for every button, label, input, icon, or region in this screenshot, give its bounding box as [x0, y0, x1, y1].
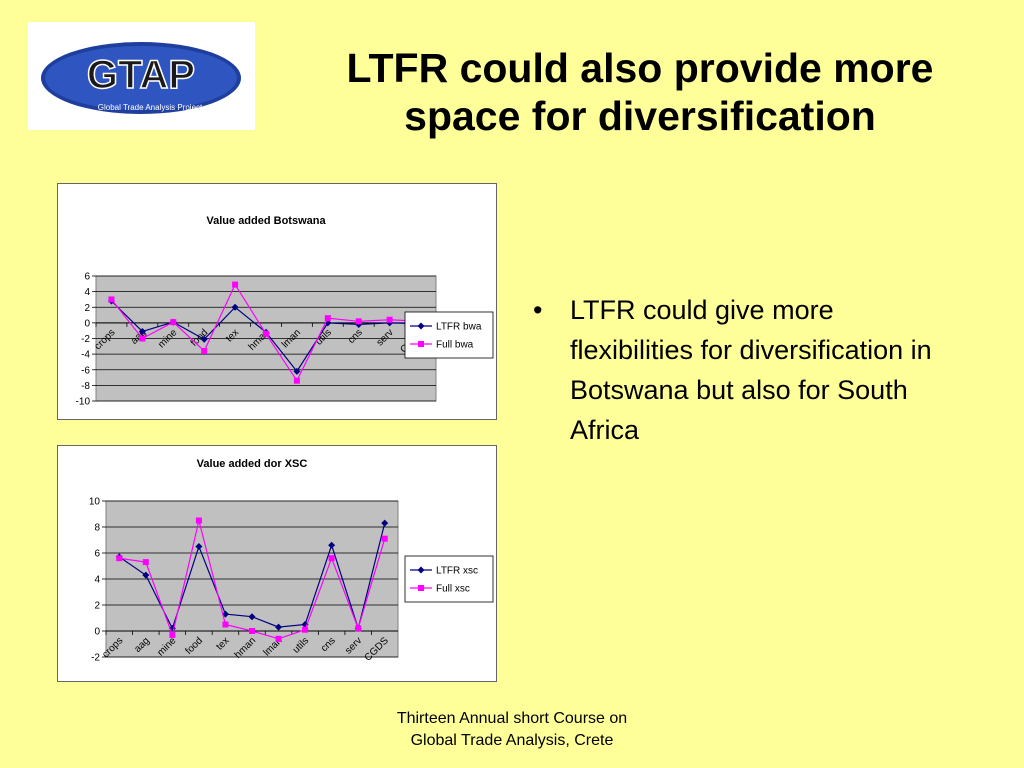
data-point	[231, 303, 239, 311]
data-point	[355, 318, 362, 325]
y-tick-label: 4	[94, 575, 100, 586]
chart-title: Value added Botswana	[206, 215, 326, 227]
data-point	[108, 296, 115, 303]
bullet-dot-icon: •	[533, 295, 543, 325]
data-point	[139, 335, 146, 342]
data-point	[275, 635, 282, 642]
data-point	[200, 335, 208, 343]
y-tick-label: -2	[81, 334, 90, 345]
y-tick-label: -10	[76, 397, 91, 408]
y-tick-label: 0	[84, 318, 90, 329]
data-point	[195, 543, 203, 550]
data-point	[169, 631, 176, 638]
footer-line2: Global Trade Analysis, Crete	[410, 732, 614, 749]
data-point	[293, 367, 301, 375]
bullet-text: LTFR could give more flexibilities for d…	[570, 295, 932, 445]
data-point	[142, 571, 150, 579]
slide-title-line2: space for diversification	[404, 93, 876, 139]
data-point	[170, 319, 177, 326]
data-point	[381, 519, 389, 527]
data-point	[328, 541, 336, 549]
footer-line1: Thirteen Annual short Course on	[396, 710, 628, 727]
data-point	[275, 623, 283, 631]
legend-marker	[417, 322, 425, 330]
data-point	[386, 316, 393, 323]
legend-box	[404, 311, 494, 359]
gtap-logo: GTAP Global Trade Analysis Project	[28, 22, 255, 130]
data-point	[249, 628, 255, 634]
legend-marker	[418, 341, 424, 347]
data-point	[222, 621, 229, 628]
data-point	[201, 348, 208, 354]
y-tick-label: 2	[84, 303, 90, 314]
legend-marker	[418, 585, 424, 591]
chart-title: Value added dor XSC	[197, 458, 308, 470]
y-tick-label: 10	[89, 497, 101, 508]
slide-footer: Thirteen Annual short Course on Global T…	[330, 708, 694, 752]
y-tick-label: -6	[81, 365, 90, 376]
data-point	[138, 327, 146, 335]
data-point	[116, 555, 123, 562]
legend-label: LTFR bwa	[436, 322, 482, 333]
logo-subtitle: Global Trade Analysis Project	[98, 103, 203, 112]
data-point	[232, 281, 239, 288]
slide-title: LTFR could also provide more space for d…	[280, 44, 1000, 140]
data-point	[263, 330, 269, 337]
data-point	[293, 377, 300, 384]
data-point	[302, 626, 309, 633]
data-point	[328, 555, 335, 562]
y-tick-label: 2	[94, 601, 100, 612]
y-tick-label: 6	[84, 272, 90, 283]
data-point	[324, 315, 331, 322]
legend-label: Full xsc	[436, 584, 470, 595]
y-tick-label: 8	[94, 523, 100, 534]
legend-box	[404, 555, 494, 603]
y-tick-label: 4	[84, 287, 90, 298]
data-point	[142, 559, 149, 566]
chart-xsc: Value added dor XSC 10 8 6 4 2 0 -2 crops aag mine…	[57, 445, 497, 682]
y-tick-label: -8	[81, 381, 90, 392]
y-tick-label: -2	[91, 653, 100, 664]
y-tick-label: -4	[81, 350, 90, 361]
slide-title-line1: LTFR could also provide more	[346, 45, 934, 91]
legend-label: LTFR xsc	[436, 566, 478, 577]
data-point	[195, 517, 202, 524]
y-tick-label: 6	[94, 549, 100, 560]
legend-label: Full bwa	[436, 340, 474, 351]
y-tick-label: 0	[94, 627, 100, 638]
chart-svg: Value added Botswana6420-2-4-6-8-10crops…	[76, 215, 494, 408]
legend-marker	[417, 566, 425, 574]
data-point	[381, 535, 388, 542]
logo-text: GTAP	[87, 53, 195, 97]
data-point	[355, 625, 362, 632]
data-point	[248, 613, 256, 621]
chart-botswana: Value added Botswana 6 4 2 0 -2 -4 -6 -8 -10 crops…	[57, 183, 497, 420]
